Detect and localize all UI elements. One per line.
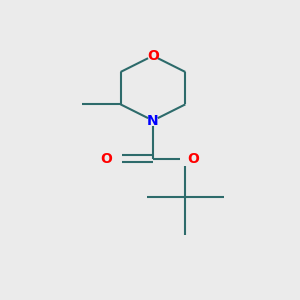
Text: O: O <box>188 152 200 166</box>
Text: N: N <box>147 114 159 128</box>
Text: O: O <box>100 152 112 166</box>
Text: O: O <box>147 49 159 63</box>
